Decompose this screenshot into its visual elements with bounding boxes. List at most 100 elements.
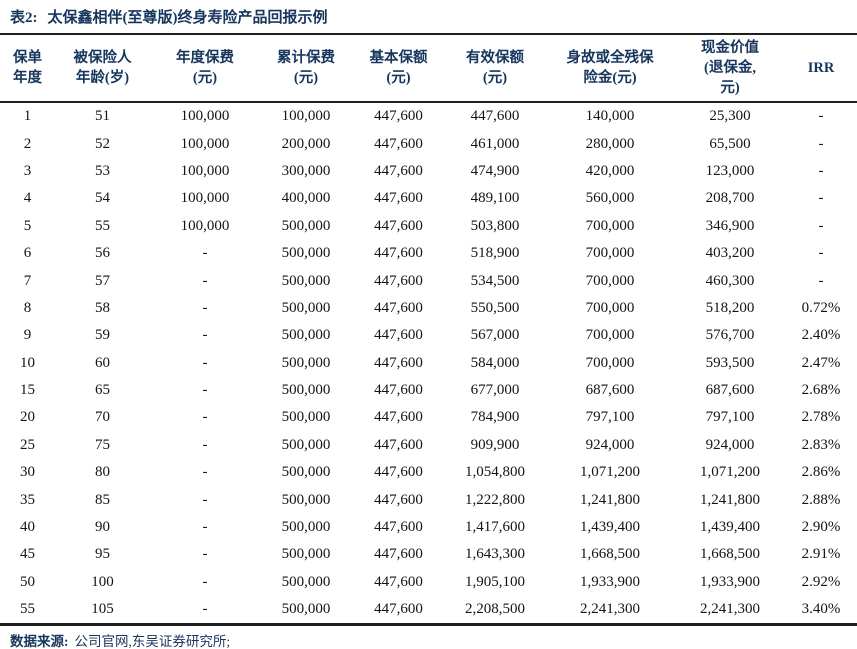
table-cell: 65,500 [709, 135, 751, 152]
table-row: 20 70 - 500,000 447,600 784,900 797,100 797,100… [0, 404, 857, 431]
table-cell: 584,000 [470, 354, 520, 371]
table-cell: 50 [20, 573, 35, 590]
product-return-table: 保单 年度 被保险人 年龄(岁) 年度保费 (元) 累计保费 (元) 基本保额 (元) 有… [0, 33, 857, 627]
table-cell: 500,000 [281, 299, 331, 316]
table-cell: 280,000 [585, 135, 635, 152]
table-cell: 200,000 [281, 135, 331, 152]
table-cell: 447,600 [374, 327, 423, 344]
table-cell: 500,000 [281, 601, 331, 618]
table-cell: 57 [95, 272, 110, 289]
table-row: 10 60 - 500,000 447,600 584,000 700,000 593,500… [0, 350, 857, 377]
column-header: 保单 年度 [0, 34, 55, 103]
table-cell: 2.86% [801, 464, 841, 481]
column-header: IRR [785, 34, 857, 103]
table-cell: - [202, 409, 208, 426]
table-cell: 500,000 [281, 436, 331, 453]
table-cell: 2.92% [801, 573, 841, 590]
column-header: 被保险人 年龄(岁) [55, 34, 150, 103]
table-cell: 3.40% [801, 601, 841, 618]
table-cell: 100,000 [281, 108, 331, 125]
table-cell: 447,600 [374, 354, 423, 371]
table-cell: - [202, 299, 208, 316]
table-cell: - [202, 354, 208, 371]
table-cell: - [818, 245, 824, 262]
table-cell: - [818, 108, 824, 125]
table-cell: 90 [95, 519, 110, 536]
table-cell: 59 [95, 327, 110, 344]
table-cell: 1,439,400 [700, 519, 760, 536]
table-header-row: 保单 年度 被保险人 年龄(岁) 年度保费 (元) 累计保费 (元) 基本保额 (元) 有… [0, 34, 857, 103]
table-cell: - [202, 519, 208, 536]
table-title-text: 太保鑫相伴(至尊版)终身寿险产品回报示例 [47, 10, 328, 26]
table-cell: 700,000 [585, 299, 635, 316]
table-cell: 447,600 [374, 108, 423, 125]
table-cell: 20 [20, 409, 35, 426]
column-header: 有效保额 (元) [445, 34, 545, 103]
table-cell: 400,000 [281, 190, 331, 207]
table-cell: 100,000 [180, 217, 230, 234]
table-body: 1 51 100,000 100,000 447,600 447,600 140,000 25… [0, 102, 857, 625]
table-cell: 1,439,400 [580, 519, 640, 536]
table-cell: 100,000 [180, 135, 230, 152]
table-cell: 447,600 [470, 108, 520, 125]
table-cell: 1,668,500 [580, 546, 640, 563]
table-cell: 797,100 [585, 409, 635, 426]
table-cell: - [818, 272, 824, 289]
table-cell: - [818, 135, 824, 152]
table-cell: 25 [20, 436, 35, 453]
table-cell: 924,000 [585, 436, 635, 453]
table-cell: 461,000 [470, 135, 520, 152]
table-cell: 1,071,200 [580, 464, 640, 481]
table-cell: 35 [20, 491, 35, 508]
table-cell: 54 [95, 190, 110, 207]
table-cell: 7 [23, 272, 32, 289]
table-cell: 500,000 [281, 245, 331, 262]
table-cell: 75 [95, 436, 110, 453]
table-cell: 85 [95, 491, 110, 508]
table-cell: 593,500 [705, 354, 755, 371]
table-cell: 500,000 [281, 519, 331, 536]
table-cell: 2.90% [801, 519, 841, 536]
table-cell: 3 [23, 162, 32, 179]
table-cell: - [202, 272, 208, 289]
table-cell: 447,600 [374, 162, 423, 179]
table-cell: - [202, 601, 208, 618]
table-cell: - [202, 436, 208, 453]
table-row: 9 59 - 500,000 447,600 567,000 700,000 576,700 2… [0, 322, 857, 349]
table-cell: 0.72% [801, 299, 841, 316]
table-cell: 80 [95, 464, 110, 481]
table-cell: 700,000 [585, 272, 635, 289]
table-row: 8 58 - 500,000 447,600 550,500 700,000 518,200 0… [0, 295, 857, 322]
table-cell: 687,600 [705, 382, 755, 399]
table-cell: 550,500 [470, 299, 520, 316]
table-cell: 447,600 [374, 190, 423, 207]
table-cell: 700,000 [585, 245, 635, 262]
table-cell: 474,900 [470, 162, 520, 179]
column-header: 年度保费 (元) [150, 34, 260, 103]
table-cell: 1,241,800 [580, 491, 640, 508]
table-cell: 420,000 [585, 162, 635, 179]
table-cell: 2.47% [801, 354, 841, 371]
table-cell: 1,241,800 [700, 491, 760, 508]
table-cell: 500,000 [281, 491, 331, 508]
table-cell: 500,000 [281, 573, 331, 590]
table-cell: 500,000 [281, 546, 331, 563]
table-cell: 1,933,900 [700, 573, 760, 590]
table-cell: 30 [20, 464, 35, 481]
table-cell: 10 [20, 354, 35, 371]
table-cell: 447,600 [374, 601, 423, 618]
table-cell: 500,000 [281, 272, 331, 289]
table-cell: 2.40% [801, 327, 841, 344]
table-cell: 45 [20, 546, 35, 563]
table-title-label: 表2: [10, 10, 38, 26]
table-cell: 300,000 [281, 162, 331, 179]
table-cell: 208,700 [705, 190, 755, 207]
table-row: 6 56 - 500,000 447,600 518,900 700,000 403,200 - [0, 240, 857, 267]
table-cell: 100 [91, 573, 114, 590]
table-cell: 447,600 [374, 491, 423, 508]
table-cell: - [818, 217, 824, 234]
table-cell: 2,208,500 [465, 601, 525, 618]
table-cell: 500,000 [281, 382, 331, 399]
table-row: 30 80 - 500,000 447,600 1,054,800 1,071,200 1,0… [0, 459, 857, 486]
column-header: 身故或全残保 险金(元) [545, 34, 675, 103]
